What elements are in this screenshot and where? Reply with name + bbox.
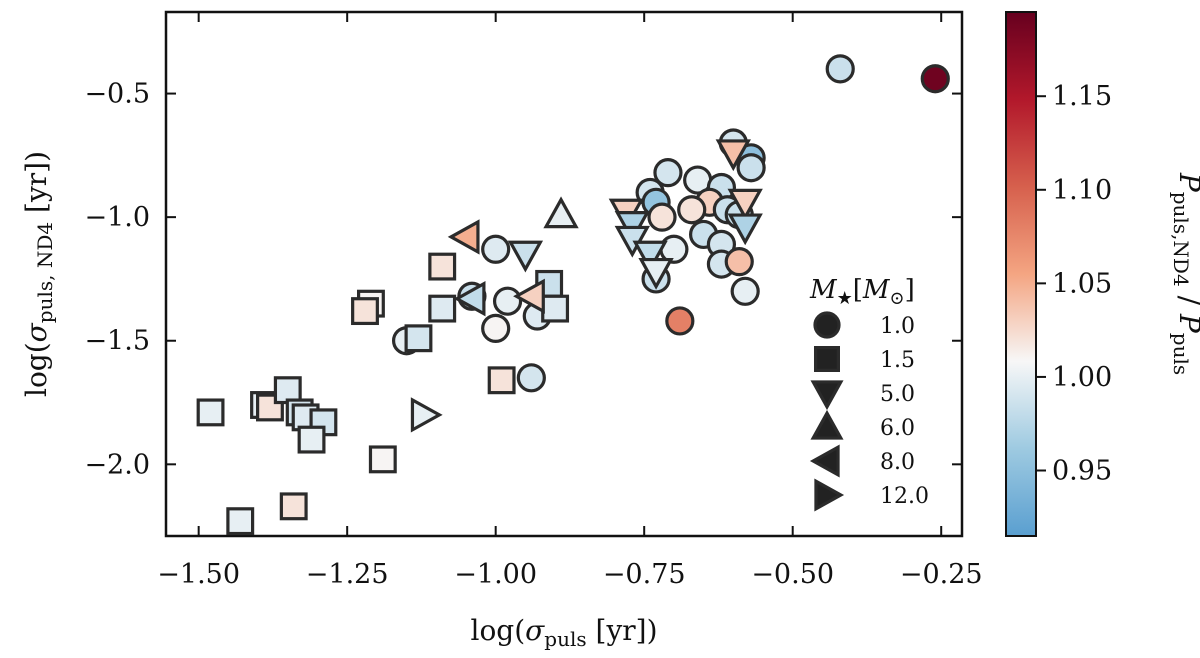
legend: M★[M⊙] 1.0 1.5 5.0 6.0 8.0 12.0 bbox=[809, 275, 929, 512]
x-tick-label: −1.50 bbox=[157, 559, 240, 590]
legend-label: 6.0 bbox=[880, 416, 915, 441]
data-point-circle bbox=[653, 158, 683, 188]
data-point-circle bbox=[730, 276, 760, 306]
legend-label: 5.0 bbox=[880, 382, 915, 407]
data-point-triangle-right bbox=[410, 397, 443, 433]
data-point-square bbox=[428, 294, 457, 323]
colorbar-gradient bbox=[1005, 11, 1037, 537]
legend-marker-triangle-right bbox=[814, 478, 845, 512]
x-tick-label: −0.25 bbox=[900, 559, 983, 590]
data-point-square bbox=[351, 297, 379, 326]
data-point-square bbox=[428, 252, 457, 281]
legend-marker-triangle-up bbox=[810, 409, 844, 440]
data-point-square bbox=[273, 376, 302, 405]
data-point-square bbox=[226, 507, 255, 536]
data-point-circle bbox=[825, 54, 855, 84]
x-tick-label: −1.25 bbox=[306, 559, 389, 590]
colorbar: 0.95 1.00 1.05 1.10 1.15 Ppuls,ND4 / Ppuls bbox=[1005, 11, 1200, 537]
data-point-triangle-up bbox=[543, 196, 579, 229]
data-point-circle bbox=[481, 313, 511, 343]
data-point-square bbox=[297, 425, 326, 454]
data-point-triangle-down bbox=[715, 139, 751, 172]
x-tick-label: −1.00 bbox=[454, 559, 537, 590]
y-tick-label: −0.5 bbox=[84, 79, 150, 110]
data-point-triangle-left bbox=[513, 278, 545, 314]
x-tick-label: −0.75 bbox=[603, 559, 686, 590]
y-tick-label: −1.5 bbox=[84, 326, 150, 357]
data-point-triangle-left bbox=[447, 219, 480, 255]
y-axis-title: log(σpuls, ND4 [yr]) bbox=[20, 151, 57, 397]
data-point-triangle-down bbox=[507, 240, 544, 273]
data-point-square bbox=[196, 398, 225, 427]
data-point-circle bbox=[492, 286, 523, 316]
legend-label: 1.5 bbox=[880, 348, 915, 373]
data-point-triangle-down bbox=[638, 257, 674, 290]
legend-title: M★[M⊙] bbox=[809, 275, 915, 309]
legend-marker-triangle-left bbox=[809, 444, 840, 478]
legend-marker-square bbox=[813, 346, 840, 373]
data-point-circle bbox=[677, 195, 707, 225]
data-point-circle bbox=[481, 234, 511, 264]
data-point-circle bbox=[665, 306, 695, 336]
colorbar-title: Ppuls,ND4 / Ppuls bbox=[1169, 172, 1200, 375]
data-point-triangle-down bbox=[727, 213, 763, 246]
data-point-triangle-left bbox=[453, 281, 486, 317]
colorbar-tick-label: 0.95 bbox=[1052, 456, 1112, 487]
plot-area-frame bbox=[164, 10, 964, 538]
y-tick-label: −2.0 bbox=[84, 449, 150, 480]
data-point-triangle-down bbox=[632, 240, 668, 273]
data-point-circle bbox=[736, 153, 766, 183]
data-point-circle bbox=[920, 64, 950, 94]
colorbar-ticks: 0.95 1.00 1.05 1.10 1.15 bbox=[1036, 81, 1112, 487]
data-point-square bbox=[404, 324, 433, 353]
x-tick-label: −0.50 bbox=[751, 559, 834, 590]
data-point-circle bbox=[647, 202, 677, 232]
data-point-square bbox=[368, 445, 397, 474]
data-point-square bbox=[541, 294, 570, 323]
legend-label: 8.0 bbox=[880, 450, 915, 475]
colorbar-tick-label: 1.00 bbox=[1052, 362, 1112, 393]
data-points bbox=[196, 54, 950, 536]
x-axis-title: log(σpuls [yr]) bbox=[470, 614, 657, 651]
legend-entries: 1.0 1.5 5.0 6.0 8.0 12.0 bbox=[809, 311, 929, 512]
legend-label: 12.0 bbox=[880, 484, 929, 509]
legend-marker-circle bbox=[813, 311, 841, 339]
data-point-square bbox=[487, 366, 516, 395]
data-point-triangle-down bbox=[727, 188, 763, 221]
data-point-circle bbox=[724, 247, 754, 277]
colorbar-tick-label: 1.05 bbox=[1052, 268, 1112, 299]
legend-marker-triangle-down bbox=[810, 380, 844, 411]
colorbar-tick-label: 1.15 bbox=[1052, 81, 1112, 112]
colorbar-tick-label: 1.10 bbox=[1052, 175, 1112, 206]
data-point-square bbox=[279, 492, 308, 521]
axis-ticks: −1.50 −1.25 −1.00 −0.75 −0.50 −0.25 −2.0 −1.5 −1… bbox=[84, 12, 983, 590]
y-tick-label: −1.0 bbox=[84, 202, 150, 233]
legend-label: 1.0 bbox=[880, 314, 915, 339]
data-point-circle bbox=[516, 363, 546, 393]
